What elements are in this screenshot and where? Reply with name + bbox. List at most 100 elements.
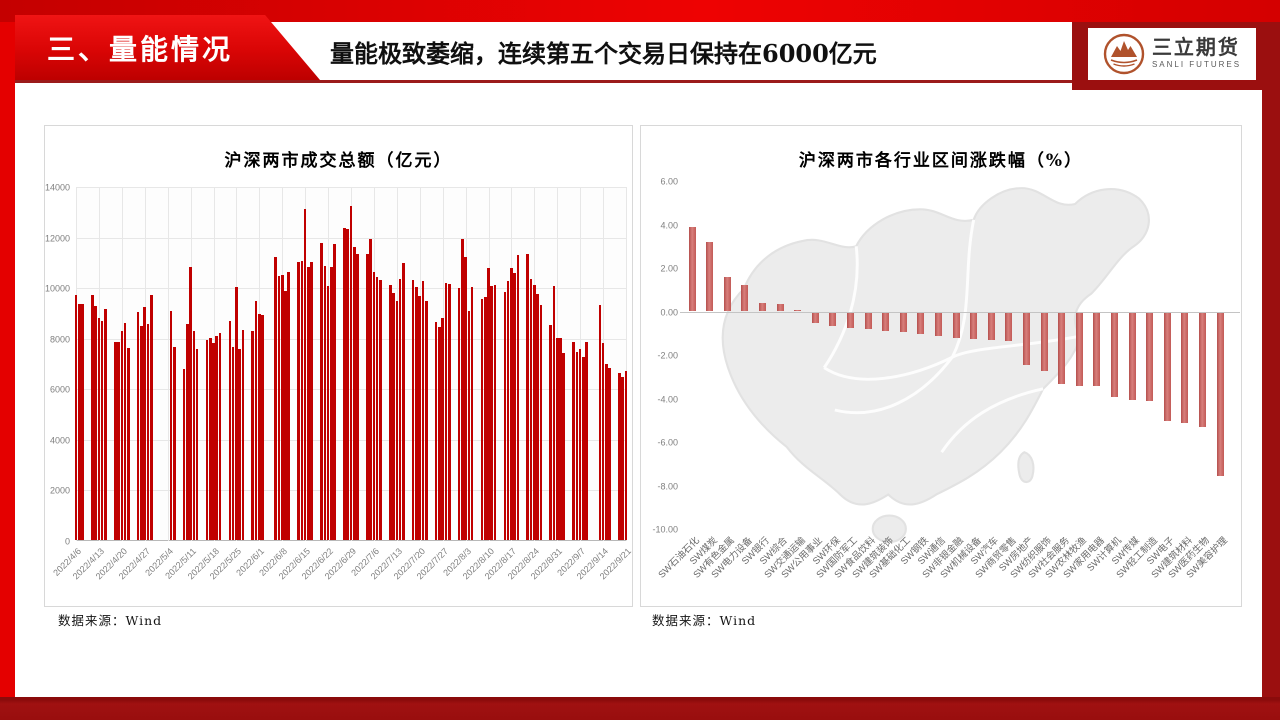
logo-name-en: SANLI FUTURES [1151,60,1242,70]
logo-box: 三立期货 SANLI FUTURES [1088,28,1256,80]
volume-bar [136,312,140,540]
volume-ytick: 2000 [49,485,70,496]
sector-chart-title: 沪深两市各行业区间涨跌幅（%） [798,151,1084,171]
sector-chart-panel: 沪深两市各行业区间涨跌幅（%） 6.00 4.00 2.00 0.00 -2.00 -4.… [640,125,1242,607]
sector-bar [882,312,890,331]
volume-bar [258,313,261,540]
volume-bar [117,341,120,540]
volume-bar [123,322,127,540]
volume-bar [215,336,219,540]
volume-bar [330,266,333,540]
volume-ytick: 8000 [49,334,70,345]
volume-bar [218,332,222,540]
volume-bar [94,306,97,540]
volume-bar [392,293,395,540]
volume-bar [510,268,513,540]
sector-bar [1128,312,1136,400]
volume-bar [398,278,402,540]
volume-bar [457,287,461,540]
volume-bar [447,283,451,540]
volume-bar [483,297,487,540]
volume-bar [287,271,291,540]
volume-bar [228,321,232,540]
volume-bar [438,327,441,540]
volume-bar [461,239,464,540]
bottom-border-bar [0,697,1280,720]
volume-bar [235,287,238,540]
sector-bar [899,312,907,333]
volume-bar [421,281,425,540]
sector-bar [1216,312,1224,476]
volume-bar [120,331,124,540]
volume-bar [605,364,608,540]
volume-bar [74,294,78,540]
volume-bar [402,262,405,540]
volume-bar [307,266,310,540]
volume-bar [300,260,304,540]
volume-bar [238,349,241,540]
volume-bar [415,286,418,540]
volume-bar [582,356,585,540]
volume-bar [424,301,428,540]
volume-chart-title: 沪深两市成交总额（亿元） [224,151,453,171]
gridline-v [626,187,627,541]
volume-ytick: 12000 [44,233,70,244]
sector-bar [723,276,731,312]
sector-bar [1005,312,1013,341]
volume-bar [280,274,284,540]
volume-bar [261,314,264,540]
volume-bar [97,317,101,540]
volume-bar [529,279,533,540]
sector-ytick: -6.00 [657,437,678,448]
sector-bar [811,312,819,324]
sector-bar [846,312,854,328]
sector-bar [1075,312,1083,387]
volume-bar [186,323,189,540]
volume-bar [503,292,507,540]
sector-bar [864,312,872,329]
sector-bar [829,312,837,326]
volume-bar [113,341,117,540]
volume-bar [356,254,359,540]
volume-bar [212,342,215,540]
volume-bar [205,340,209,540]
sector-ytick: 0.00 [660,307,678,317]
volume-bar [231,346,235,540]
volume-bar [559,337,562,540]
volume-bar [618,373,621,540]
slide-headline: 量能极致萎缩，连续第五个交易日保持在6000亿元 [330,39,877,68]
volume-bar [277,275,281,540]
volume-bar [562,352,566,540]
logo-area: 三立期货 SANLI FUTURES [1072,22,1262,90]
volume-bar [182,369,186,540]
header-underline [15,80,1072,83]
volume-bar [346,229,350,540]
volume-bar [127,347,130,540]
sector-bar [934,312,942,337]
sector-ytick: 4.00 [660,220,678,230]
volume-bar [149,294,153,540]
volume-bar [536,293,539,540]
volume-bar [411,280,415,540]
volume-bar [555,338,559,540]
volume-bar [470,286,474,540]
volume-bar [506,281,510,540]
volume-bar [251,331,255,540]
volume-ytick: 6000 [49,384,70,395]
volume-bar [372,271,376,540]
sector-bar [794,310,802,312]
volume-bar [208,337,212,540]
volume-bar [549,324,552,540]
sector-bar [987,312,995,340]
logo-name-cn: 三立期货 [1151,37,1240,60]
volume-bar [601,342,605,540]
volume-bar [189,266,192,540]
logo-text: 三立期货 SANLI FUTURES [1152,38,1241,69]
sector-bar [1022,312,1030,365]
sector-bar [1110,312,1118,398]
volume-bar [490,286,494,540]
volume-bar [81,303,84,540]
sector-bar [1058,312,1066,385]
volume-bar [441,318,444,540]
sector-bar [776,303,784,312]
